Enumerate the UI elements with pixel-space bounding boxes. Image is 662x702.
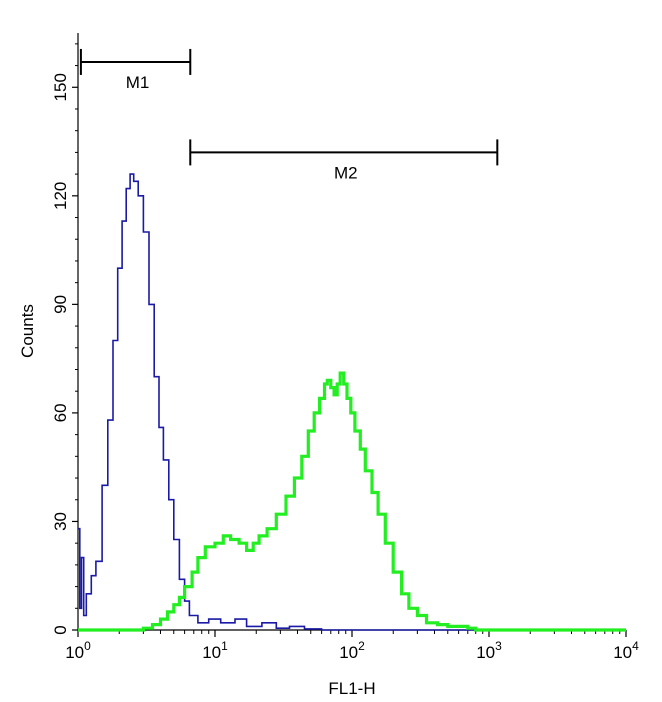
x-tick-label: 103 bbox=[476, 639, 502, 662]
y-minor-ticks bbox=[75, 43, 78, 609]
y-tick-label: 120 bbox=[51, 182, 70, 210]
y-tick-label: 150 bbox=[51, 73, 70, 101]
y-tick-label: 60 bbox=[51, 403, 70, 422]
x-tick-base: 10 bbox=[613, 643, 632, 662]
x-tick-exponent: 4 bbox=[632, 639, 639, 653]
x-tick-base: 10 bbox=[339, 643, 358, 662]
x-ticks: 100 101 102 103 104 bbox=[65, 630, 639, 662]
x-tick-base: 10 bbox=[202, 643, 221, 662]
marker-m1: M1 bbox=[79, 48, 192, 92]
x-tick-exponent: 0 bbox=[84, 639, 91, 653]
x-axis-title: FL1-H bbox=[328, 679, 375, 698]
x-tick-label: 100 bbox=[65, 639, 91, 662]
marker-m2: M2 bbox=[189, 139, 499, 182]
markers: M1 M2 bbox=[79, 48, 499, 182]
marker-label: M1 bbox=[126, 73, 150, 92]
y-ticks: 0 30 60 90 120 150 bbox=[51, 73, 78, 635]
y-tick-label: 0 bbox=[51, 625, 70, 634]
series-line-2 bbox=[78, 371, 626, 632]
plot-frame bbox=[77, 33, 626, 631]
y-tick-label: 90 bbox=[51, 295, 70, 314]
x-tick-exponent: 1 bbox=[221, 639, 228, 653]
marker-label: M2 bbox=[334, 163, 358, 182]
y-tick-label: 30 bbox=[51, 512, 70, 531]
x-tick-base: 10 bbox=[65, 643, 84, 662]
series-group bbox=[78, 173, 626, 632]
y-axis-title: Counts bbox=[18, 304, 37, 358]
x-tick-label: 102 bbox=[339, 639, 365, 662]
x-tick-label: 104 bbox=[613, 639, 639, 662]
x-tick-base: 10 bbox=[476, 643, 495, 662]
x-tick-exponent: 2 bbox=[358, 639, 365, 653]
series-line-1 bbox=[78, 173, 626, 631]
x-tick-exponent: 3 bbox=[495, 639, 502, 653]
x-tick-label: 101 bbox=[202, 639, 228, 662]
